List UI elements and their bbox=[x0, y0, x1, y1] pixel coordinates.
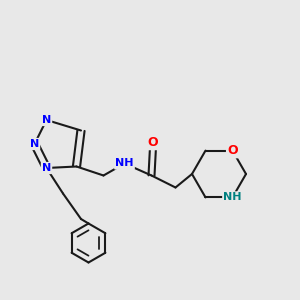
Text: NH: NH bbox=[115, 158, 134, 169]
Text: N: N bbox=[42, 115, 51, 125]
Text: N: N bbox=[30, 139, 39, 149]
Text: O: O bbox=[227, 144, 238, 157]
Text: N: N bbox=[42, 163, 51, 173]
Text: O: O bbox=[148, 136, 158, 149]
Text: NH: NH bbox=[223, 192, 242, 203]
